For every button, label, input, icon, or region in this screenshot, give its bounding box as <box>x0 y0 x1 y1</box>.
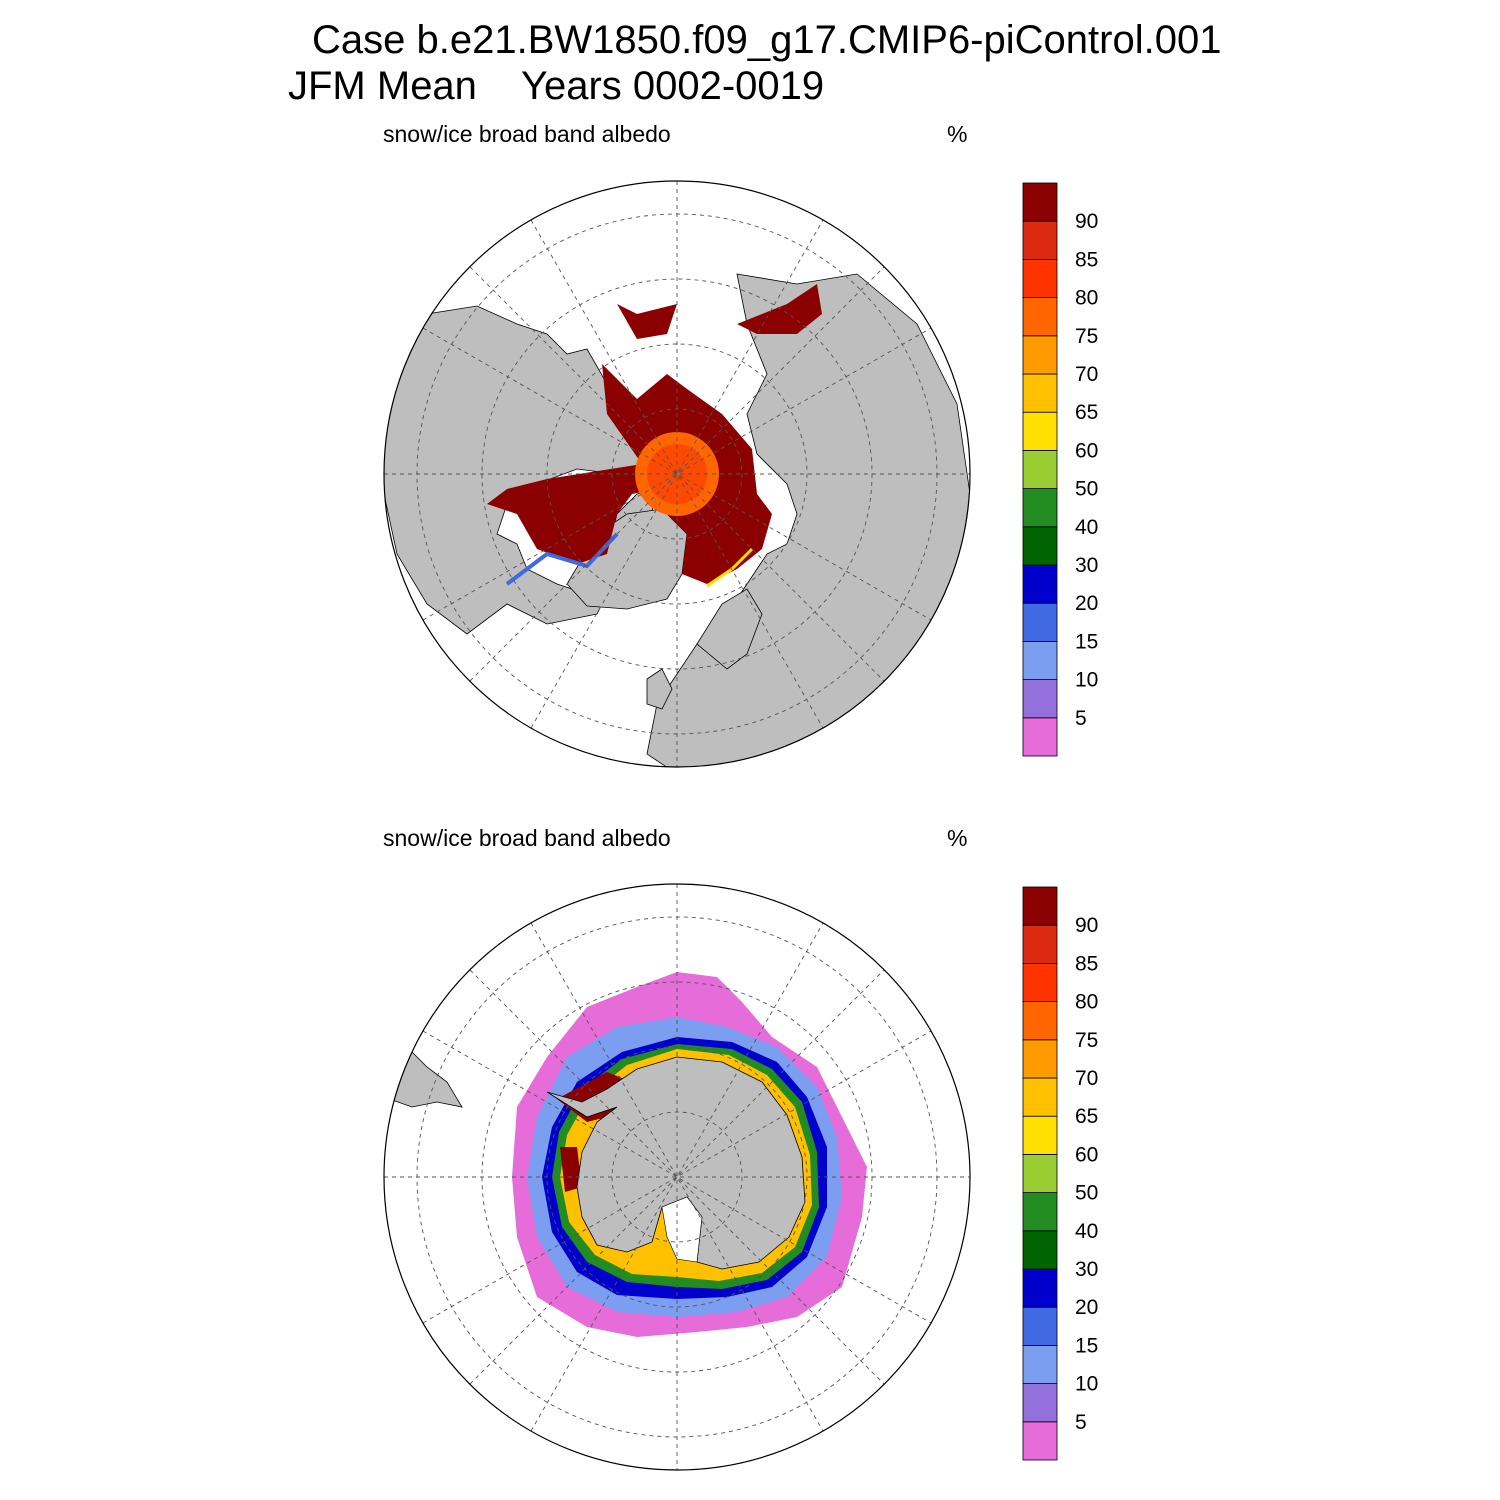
okhotsk-ice <box>737 284 822 334</box>
north-colorbar-label: 90 <box>1075 210 1098 233</box>
north-colorbar-label: 65 <box>1075 401 1098 424</box>
north-colorbar-box <box>1022 411 1058 451</box>
south-colorbar-label: 50 <box>1075 1182 1098 1205</box>
south-colorbar-box <box>1022 1344 1058 1384</box>
north-colorbar-box <box>1022 488 1058 528</box>
south-colorbar-label: 80 <box>1075 991 1098 1014</box>
north-colorbar-box <box>1022 335 1058 375</box>
south-colorbar-box <box>1022 1039 1058 1079</box>
south-colorbar-box <box>1022 886 1058 926</box>
south-colorbar-box <box>1022 1306 1058 1346</box>
south-polar-map <box>383 883 971 1471</box>
north-colorbar-box <box>1022 297 1058 337</box>
south-colorbar-box <box>1022 1230 1058 1270</box>
south-colorbar-box <box>1022 1192 1058 1232</box>
south-colorbar-box <box>1022 963 1058 1003</box>
south-colorbar-label: 85 <box>1075 952 1098 975</box>
south-map-border <box>383 883 971 1471</box>
south-colorbar-box <box>1022 1115 1058 1155</box>
north-colorbar-box <box>1022 373 1058 413</box>
north-colorbar-box <box>1022 526 1058 566</box>
north-colorbar-label: 10 <box>1075 669 1098 692</box>
north-colorbar-label: 75 <box>1075 325 1098 348</box>
north-colorbar-box <box>1022 182 1058 222</box>
south-colorbar-label: 15 <box>1075 1334 1098 1357</box>
south-colorbar-box <box>1022 1268 1058 1308</box>
south-colorbar-label: 30 <box>1075 1258 1098 1281</box>
arctic-sea-ice <box>487 364 772 584</box>
north-colorbar-label: 30 <box>1075 554 1098 577</box>
britain-land <box>646 668 673 710</box>
north-colorbar-label: 85 <box>1075 248 1098 271</box>
north-colorbar: 5 10 15 20 30 40 50 60 65 70 75 80 85 90 <box>1022 182 1098 757</box>
south-colorbar-label: 5 <box>1075 1411 1087 1434</box>
south-colorbar-label: 90 <box>1075 914 1098 937</box>
north-colorbar-label: 20 <box>1075 592 1098 615</box>
north-colorbar-box <box>1022 679 1058 719</box>
bering-ice <box>617 304 677 339</box>
period-title: JFM Mean Years 0002-0019 <box>288 64 824 109</box>
north-polar-map <box>383 180 971 768</box>
south-colorbar-box <box>1022 1421 1058 1461</box>
north-colorbar-box <box>1022 602 1058 642</box>
south-colorbar-label: 40 <box>1075 1220 1098 1243</box>
south-colorbar-label: 10 <box>1075 1373 1098 1396</box>
north-colorbar-box <box>1022 220 1058 260</box>
south-colorbar-box <box>1022 1153 1058 1193</box>
south-panel-units: % <box>947 825 968 851</box>
north-graticule <box>384 181 970 767</box>
north-colorbar-box <box>1022 259 1058 299</box>
south-colorbar-label: 65 <box>1075 1105 1098 1128</box>
north-colorbar-box <box>1022 640 1058 680</box>
ross-ice-shelf <box>661 1196 703 1263</box>
south-colorbar-box <box>1022 924 1058 964</box>
north-colorbar-label: 80 <box>1075 287 1098 310</box>
scandinavia-land <box>696 588 763 670</box>
south-panel-title: snow/ice broad band albedo <box>383 825 671 851</box>
south-colorbar: 5 10 15 20 30 40 50 60 65 70 75 80 85 90 <box>1022 886 1098 1461</box>
south-colorbar-box <box>1022 1383 1058 1423</box>
south-colorbar-label: 70 <box>1075 1067 1098 1090</box>
south-colorbar-label: 20 <box>1075 1296 1098 1319</box>
north-colorbar-label: 50 <box>1075 478 1098 501</box>
north-colorbar-label: 40 <box>1075 516 1098 539</box>
north-colorbar-label: 60 <box>1075 439 1098 462</box>
north-colorbar-label: 15 <box>1075 630 1098 653</box>
north-colorbar-label: 70 <box>1075 363 1098 386</box>
south-graticule <box>384 884 970 1470</box>
ice-edge-atlantic <box>505 532 619 586</box>
case-title: Case b.e21.BW1850.f09_g17.CMIP6-piContro… <box>312 18 1222 62</box>
years-label: Years 0002-0019 <box>520 64 825 108</box>
season-label: JFM Mean <box>288 64 477 108</box>
south-colorbar-label: 75 <box>1075 1029 1098 1052</box>
north-america-land <box>384 305 658 635</box>
south-colorbar-box <box>1022 1001 1058 1041</box>
north-map-border <box>383 180 971 768</box>
north-colorbar-box <box>1022 564 1058 604</box>
south-colorbar-label: 60 <box>1075 1143 1098 1166</box>
north-colorbar-box <box>1022 717 1058 757</box>
north-colorbar-box <box>1022 449 1058 489</box>
north-panel-title: snow/ice broad band albedo <box>383 121 671 147</box>
north-colorbar-label: 5 <box>1075 707 1087 730</box>
south-colorbar-box <box>1022 1077 1058 1117</box>
north-panel-units: % <box>947 121 968 147</box>
sea-ice-90-west <box>560 1147 582 1192</box>
